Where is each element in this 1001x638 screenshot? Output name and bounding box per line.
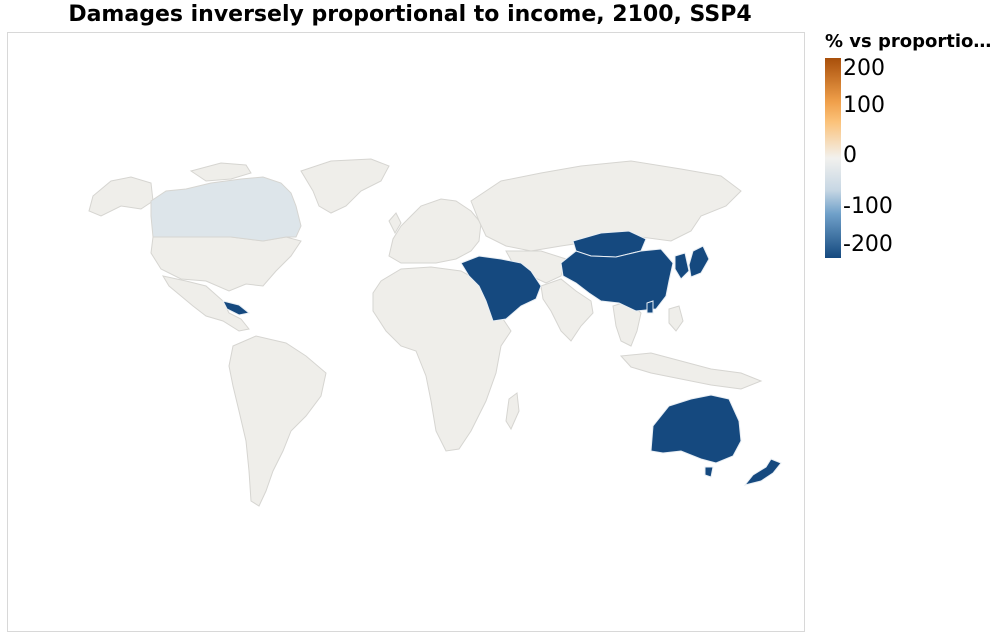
region-south-america[interactable] (228, 335, 327, 507)
region-uk[interactable] (388, 212, 402, 235)
region-tasmania[interactable] (704, 466, 714, 478)
region-australia[interactable] (650, 394, 742, 464)
legend-tick-minus-200: -200 (843, 232, 893, 257)
region-europe[interactable] (388, 198, 482, 264)
region-middle-east[interactable] (460, 255, 542, 322)
region-canada[interactable] (150, 176, 302, 242)
region-madagascar[interactable] (505, 392, 520, 431)
region-mexico[interactable] (161, 275, 250, 332)
map-frame[interactable] (7, 32, 805, 632)
land-layer (88, 158, 763, 507)
legend-tick-100: 100 (843, 93, 885, 118)
region-taiwan[interactable] (646, 300, 654, 314)
legend-tick-0: 0 (843, 143, 857, 168)
world-map (88, 158, 782, 507)
region-india[interactable] (540, 278, 594, 342)
region-arctic-islands[interactable] (189, 162, 252, 182)
region-greenland[interactable] (300, 158, 390, 214)
legend-color-bar (825, 58, 841, 258)
region-new-zealand[interactable] (743, 458, 782, 486)
region-china[interactable] (560, 248, 674, 312)
region-alaska[interactable] (88, 176, 154, 217)
region-cuba[interactable] (222, 300, 251, 316)
legend-tick-minus-100: -100 (843, 194, 893, 219)
region-russia[interactable] (470, 160, 742, 252)
region-philippines[interactable] (668, 305, 684, 332)
legend-tick-200: 200 (843, 56, 885, 81)
legend-title: % vs proportio… (825, 31, 992, 52)
map-title: Damages inversely proportional to income… (68, 2, 752, 27)
region-japan[interactable] (688, 245, 710, 278)
region-korea[interactable] (674, 252, 690, 280)
region-indonesia[interactable] (619, 352, 763, 390)
